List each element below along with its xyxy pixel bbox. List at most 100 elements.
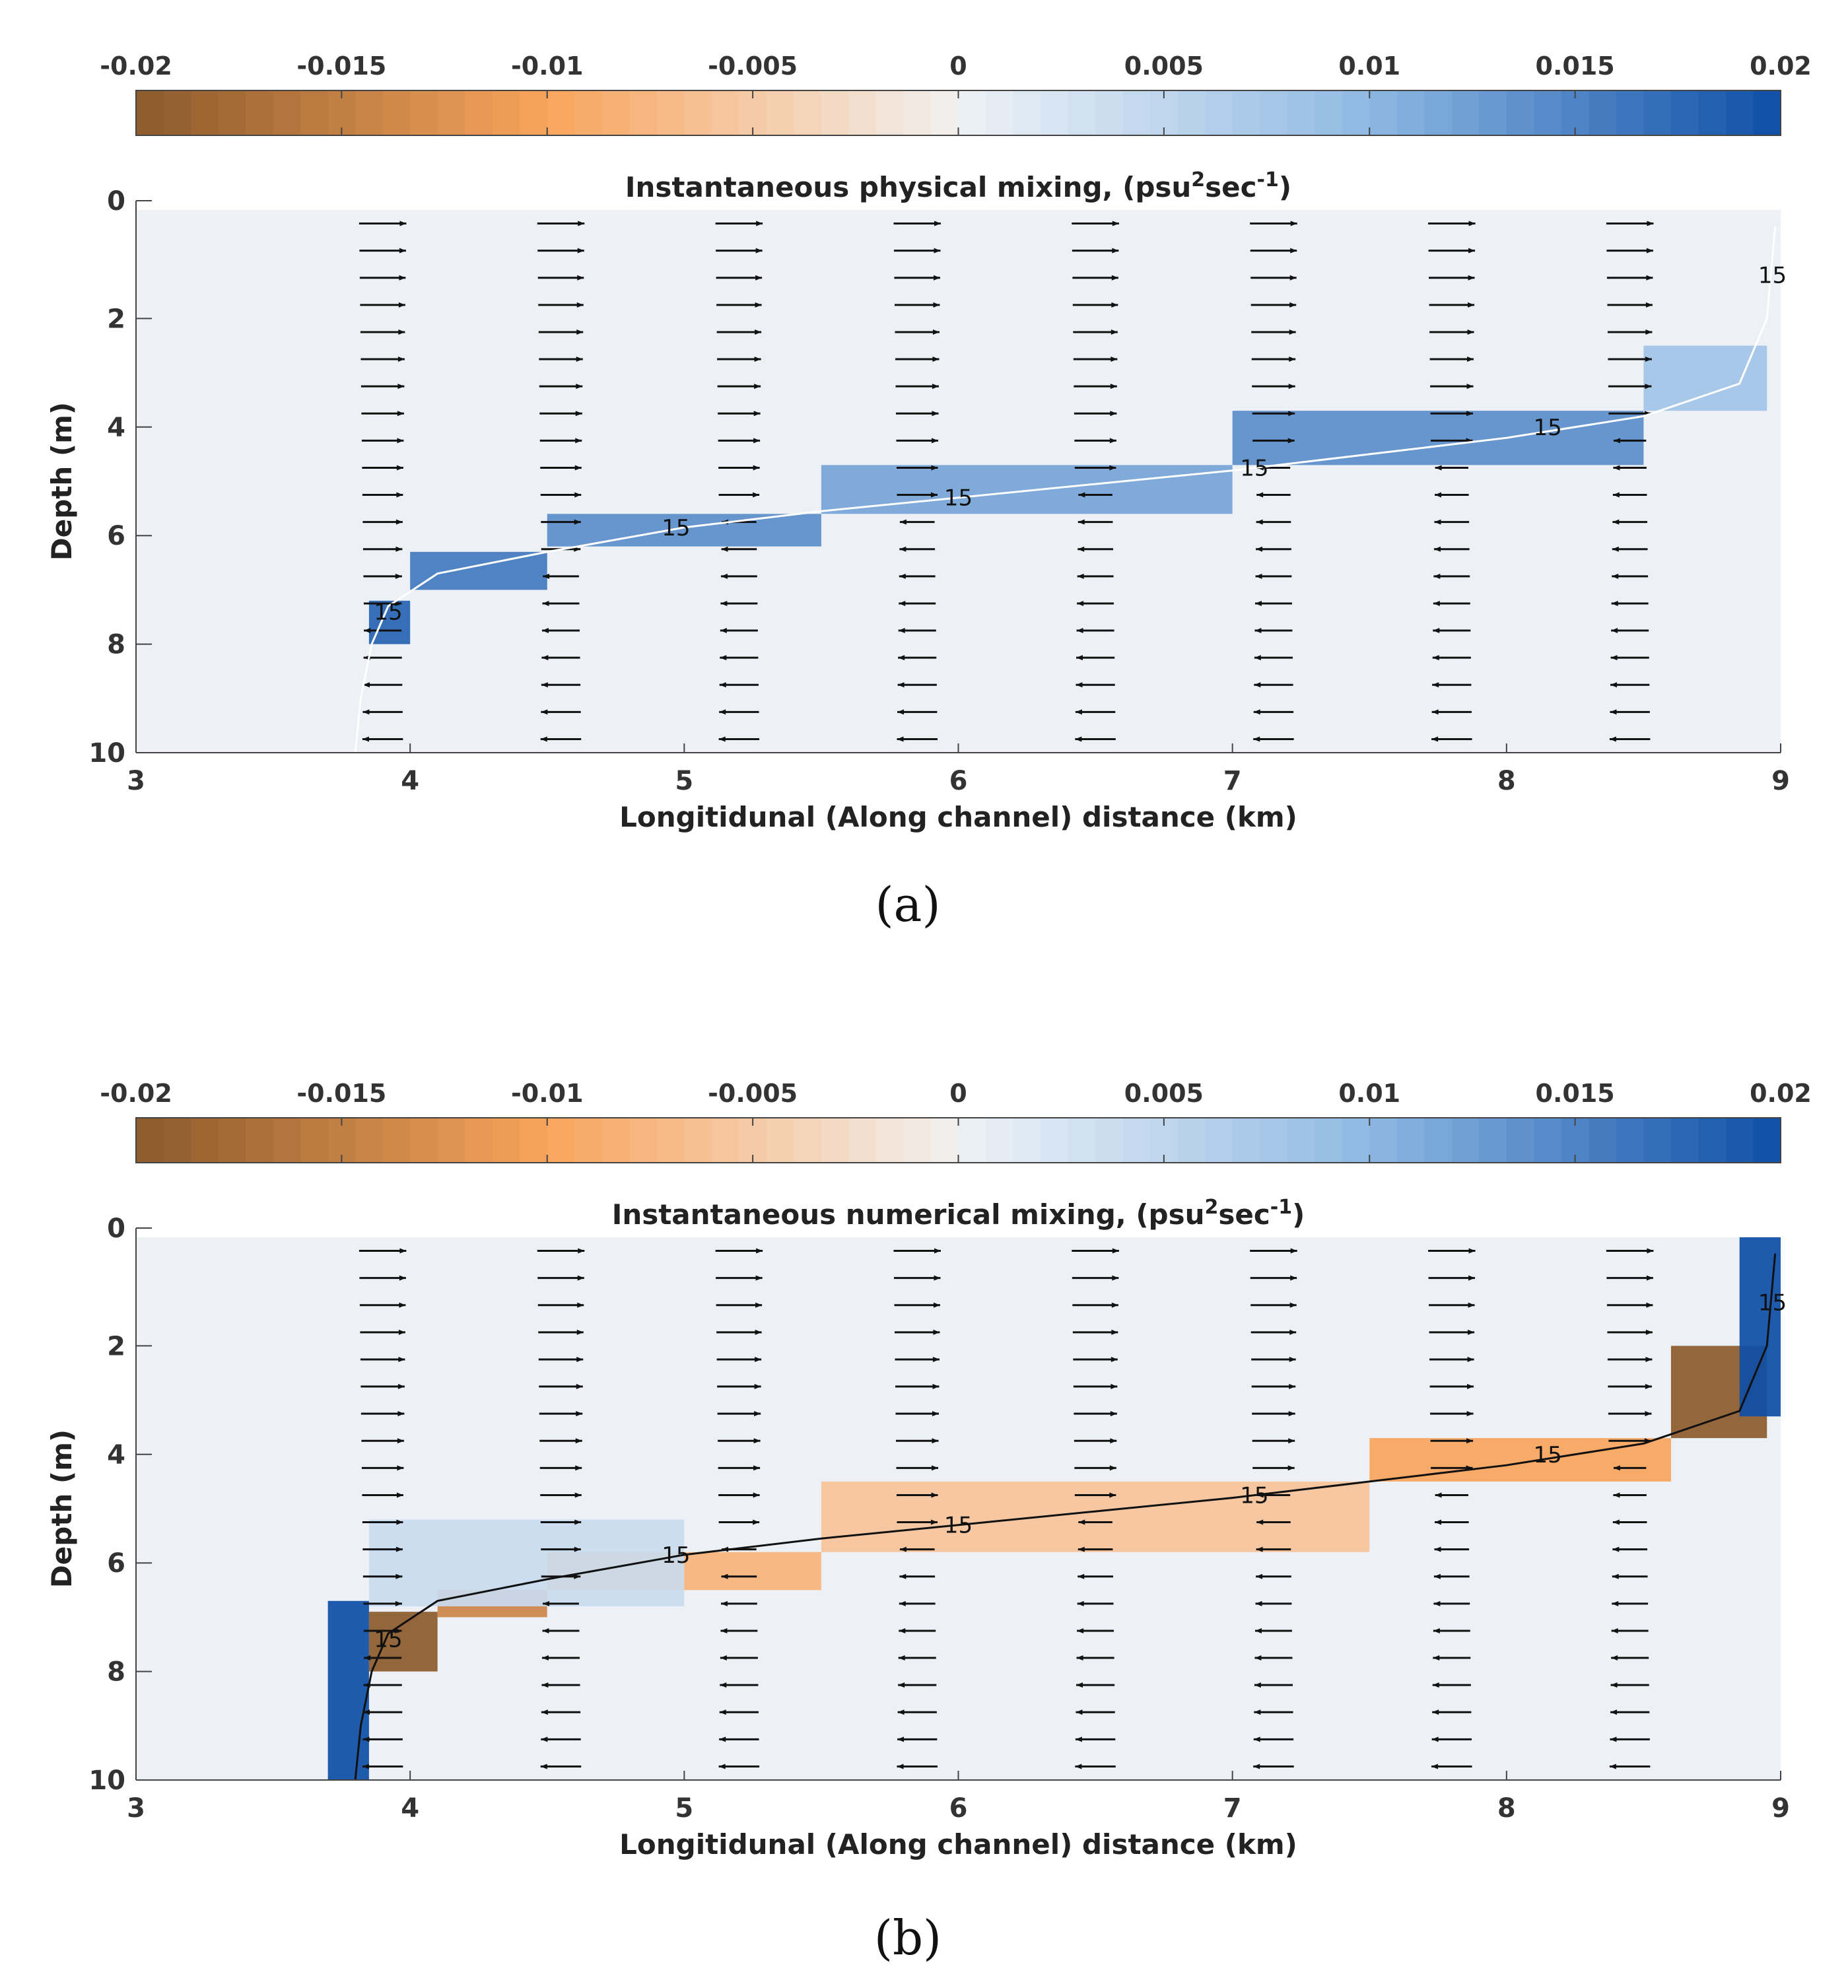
velocity-arrow-head <box>1078 1519 1085 1525</box>
velocity-arrow-head <box>755 1356 762 1362</box>
velocity-arrow-head <box>1109 438 1116 444</box>
colorbar-segment <box>163 90 191 135</box>
colorbar-tick-label: 0.02 <box>1750 1079 1812 1108</box>
velocity-arrow-head <box>755 275 763 281</box>
colorbar-segment <box>300 1118 329 1163</box>
colorbar-segment <box>1232 90 1260 135</box>
velocity-arrow-head <box>398 1329 405 1335</box>
colorbar-segment <box>355 1118 384 1163</box>
velocity-arrow-head <box>1431 709 1439 715</box>
velocity-arrow-head <box>754 384 761 390</box>
velocity-arrow-head <box>1435 1519 1442 1525</box>
colorbar-segment <box>903 90 932 135</box>
colorbar-tick-label: -0.01 <box>511 51 584 81</box>
colorbar-tick-label: 0 <box>949 51 967 81</box>
velocity-arrow-head <box>754 357 761 362</box>
colorbar-segment <box>766 1118 795 1163</box>
velocity-arrow-head <box>1613 465 1620 471</box>
velocity-arrow-head <box>1467 1384 1474 1390</box>
x-axis-label: Longitidunal (Along channel) distance (k… <box>619 1828 1297 1861</box>
velocity-arrow-head <box>1289 329 1296 335</box>
colorbar-segment <box>1041 1118 1069 1163</box>
colorbar-segment <box>1177 1118 1206 1163</box>
mixing-cell <box>821 465 1233 514</box>
velocity-arrow-head <box>897 736 904 742</box>
velocity-arrow-head <box>576 302 584 308</box>
velocity-arrow-head <box>1288 1438 1295 1444</box>
x-tick-label: 6 <box>949 1793 968 1824</box>
velocity-arrow-head <box>395 1573 403 1579</box>
velocity-arrow-head <box>1433 628 1440 634</box>
velocity-arrow-head <box>541 655 549 661</box>
velocity-arrow-head <box>1435 492 1442 498</box>
colorbar-segment <box>1122 90 1151 135</box>
velocity-arrow-head <box>1646 275 1653 281</box>
velocity-arrow-head <box>1645 329 1653 335</box>
x-tick-label: 5 <box>675 766 693 796</box>
mixing-cell <box>547 514 821 547</box>
velocity-arrow-head <box>397 1465 404 1471</box>
velocity-arrow-head <box>718 736 726 742</box>
colorbar-segment <box>848 90 877 135</box>
velocity-arrow-head <box>1109 1492 1116 1498</box>
velocity-arrow-head <box>720 1628 728 1633</box>
velocity-arrow-head <box>1253 1736 1260 1742</box>
mixing-cell <box>368 1519 685 1606</box>
velocity-arrow-head <box>1111 275 1118 281</box>
velocity-arrow-head <box>395 1546 403 1552</box>
velocity-arrow-head <box>1610 655 1618 661</box>
velocity-arrow-head <box>1256 519 1263 525</box>
y-tick-label: 2 <box>107 304 125 334</box>
velocity-arrow-head <box>1077 1600 1084 1606</box>
velocity-arrow-head <box>1432 1709 1439 1715</box>
velocity-arrow-head <box>934 1275 941 1281</box>
colorbar-segment <box>1479 1118 1507 1163</box>
mixing-cell <box>368 1612 438 1672</box>
velocity-arrow-head <box>574 1492 582 1498</box>
velocity-arrow-head <box>1468 221 1476 226</box>
velocity-arrow-head <box>931 1492 938 1498</box>
colorbar-segment <box>547 1118 576 1163</box>
velocity-arrow-head <box>577 248 584 254</box>
velocity-arrow-head <box>397 411 404 417</box>
velocity-arrow-head <box>1290 1275 1297 1281</box>
velocity-arrow-head <box>720 573 728 579</box>
colorbar-segment <box>136 90 164 135</box>
velocity-arrow-head <box>720 1600 728 1606</box>
velocity-arrow-head <box>1612 1573 1619 1579</box>
velocity-arrow-head <box>1467 329 1474 335</box>
velocity-arrow-head <box>395 1628 402 1633</box>
x-tick-label: 3 <box>127 766 145 796</box>
velocity-arrow-head <box>1433 1573 1441 1579</box>
velocity-arrow-head <box>1432 1682 1439 1688</box>
velocity-arrow-head <box>1111 329 1118 335</box>
velocity-arrow-head <box>1610 1682 1618 1688</box>
velocity-arrow-head <box>541 709 548 715</box>
velocity-arrow-head <box>753 1519 760 1525</box>
velocity-arrow-head <box>396 1492 403 1498</box>
colorbar-segment <box>1670 90 1699 135</box>
colorbar-segment <box>1725 90 1754 135</box>
velocity-arrow-head <box>578 221 585 226</box>
colorbar-segment <box>1205 1118 1233 1163</box>
velocity-arrow-head <box>1646 248 1653 254</box>
velocity-arrow-head <box>1645 384 1652 390</box>
velocity-arrow-head <box>576 357 583 362</box>
colorbar-segment <box>246 90 274 135</box>
velocity-arrow-head <box>1468 1275 1476 1281</box>
velocity-arrow-head <box>1645 302 1653 308</box>
y-axis-label: Depth (m) <box>46 1429 78 1588</box>
colorbar-tick-label: -0.005 <box>708 51 798 81</box>
colorbar-segment <box>1725 1118 1754 1163</box>
velocity-arrow-head <box>933 1302 940 1308</box>
velocity-arrow-head <box>1612 1600 1619 1606</box>
velocity-arrow-head <box>1646 1302 1653 1308</box>
velocity-arrow-head <box>1110 1411 1117 1417</box>
colorbar-segment <box>1068 1118 1096 1163</box>
velocity-arrow-head <box>576 1329 584 1335</box>
velocity-arrow-head <box>1645 1411 1652 1417</box>
colorbar-segment <box>1589 1118 1617 1163</box>
velocity-arrow-head <box>1433 573 1441 579</box>
colorbar-segment <box>410 1118 438 1163</box>
velocity-arrow-head <box>574 465 582 471</box>
